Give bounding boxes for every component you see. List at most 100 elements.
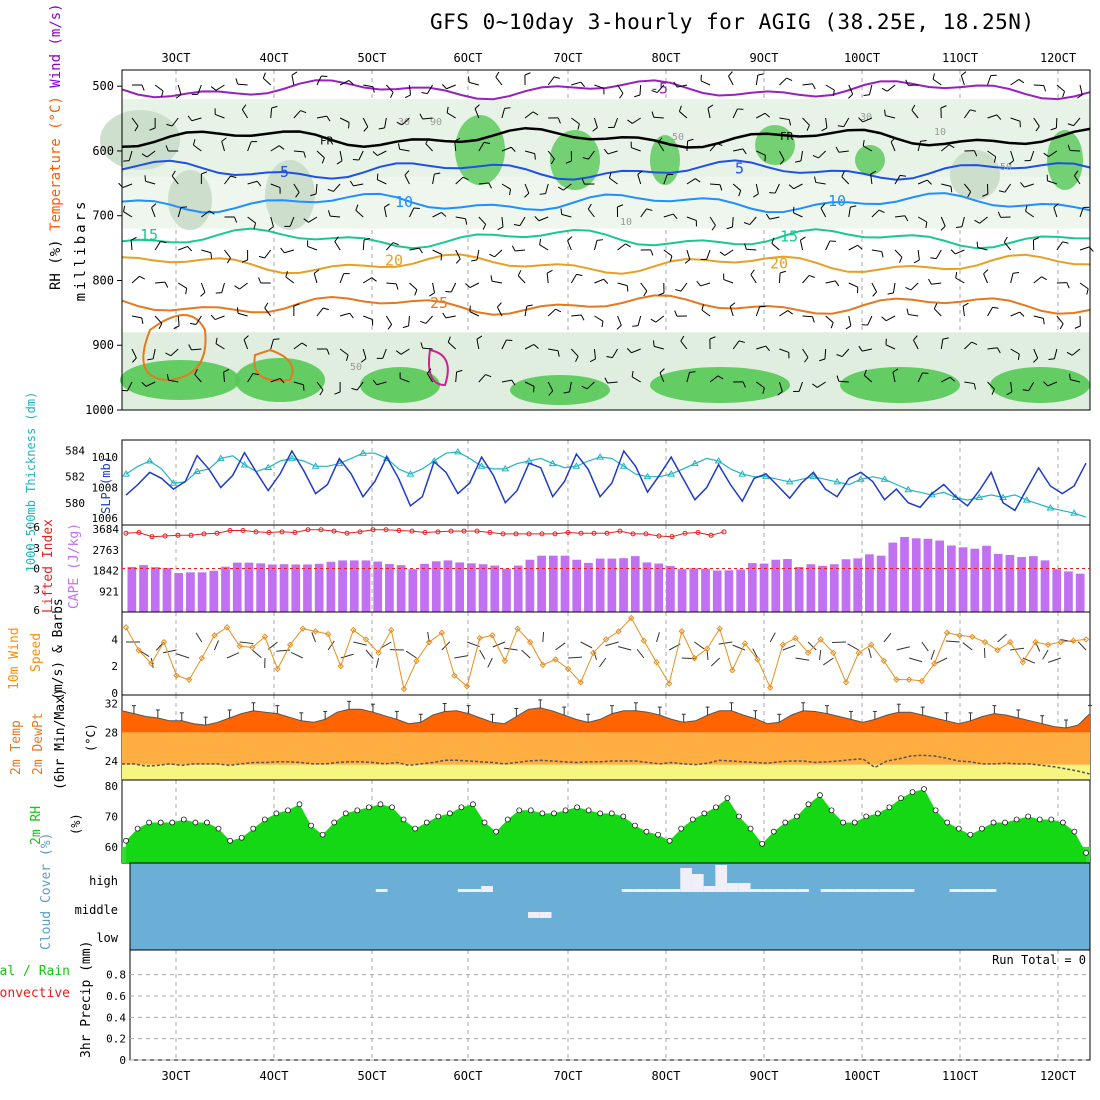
wind-barb: [147, 358, 154, 361]
wind-speed-point: [249, 644, 256, 651]
x-tick-label: 11OCT: [942, 1069, 978, 1083]
wind-barb: [634, 94, 641, 98]
wind-barb: [419, 113, 424, 120]
cape-bar: [338, 560, 347, 612]
wind-barb: [1056, 241, 1064, 251]
wind-barb: [539, 244, 549, 251]
high-cloud-bar: [691, 874, 704, 892]
wind-barb: [454, 655, 469, 659]
wind-barb: [594, 315, 604, 322]
wind-barb: [733, 148, 744, 152]
wind-speed-point: [185, 676, 193, 683]
rh-point: [909, 789, 916, 795]
wind-speed-point: [754, 656, 761, 663]
wind-barb: [778, 272, 781, 284]
wind-barb: [659, 368, 665, 374]
cape-bar: [783, 559, 792, 612]
wind-barb: [489, 253, 495, 258]
cape-bar: [267, 564, 277, 612]
wind-barb: [582, 157, 589, 160]
high-cloud-bar: [890, 889, 903, 892]
wind-barb: [311, 632, 316, 643]
rh-point: [204, 819, 210, 826]
li-point: [266, 530, 272, 536]
wind-barb: [258, 277, 262, 284]
cape-bar: [794, 566, 804, 612]
wind-barb: [1053, 348, 1058, 359]
x-tick-label: 9OCT: [750, 1069, 779, 1083]
wind-barb: [949, 376, 955, 382]
wind-barb: [933, 308, 942, 317]
y-tick-label: 900: [92, 338, 114, 352]
cape-bar: [537, 555, 546, 612]
thickness-ylabel: 1000-500mb Thickness (dm): [24, 392, 38, 573]
isotherm-label: 5: [735, 159, 744, 177]
wind-barb: [793, 183, 803, 190]
rh-point: [169, 819, 176, 826]
wind-barb: [469, 81, 479, 86]
wind-barb: [293, 183, 300, 193]
wind-speed-point: [981, 638, 989, 646]
wind-barb: [455, 176, 464, 185]
wind-speed-point: [1082, 636, 1090, 643]
wind-barb: [131, 275, 140, 284]
wind-speed-point: [223, 624, 231, 631]
cape-bar: [677, 569, 687, 612]
wind-barb: [270, 339, 274, 350]
wind-barb: [316, 150, 325, 159]
wind-barb: [617, 315, 622, 326]
wind-barb: [409, 282, 418, 291]
rh-point: [331, 819, 338, 826]
wind-barb: [569, 381, 572, 392]
wind-barb: [358, 150, 364, 161]
wind-barb: [925, 221, 928, 229]
wind-barb: [657, 142, 665, 152]
wind-barb: [293, 150, 304, 153]
wind-speed-point: [1019, 658, 1027, 666]
rh-point: [632, 822, 638, 829]
wind-speed-point: [577, 679, 584, 686]
wind-barb: [571, 117, 580, 125]
x-tick-label: 8OCT: [652, 1069, 681, 1083]
wind-barb: [123, 160, 130, 162]
wind-barb: [941, 376, 951, 383]
wind-barb: [756, 345, 767, 350]
li-point: [591, 530, 597, 536]
wind-barb: [684, 259, 691, 264]
wind-barb: [421, 92, 428, 95]
wind-speed-point: [817, 636, 824, 643]
thickness-point: [477, 462, 486, 469]
rh-point: [342, 810, 349, 817]
wind-speed-point: [564, 665, 572, 673]
wind-barb: [570, 274, 577, 284]
wind-barb: [372, 379, 378, 386]
wind-barb: [555, 642, 566, 651]
wind-barb: [131, 348, 137, 359]
wind-barb: [774, 183, 780, 194]
li-point: [565, 530, 571, 536]
wind-barb: [941, 183, 952, 187]
isotherm-loop: [253, 348, 294, 382]
wind-speed-point: [173, 672, 180, 679]
thickness-point: [738, 470, 747, 477]
wind-barb: [247, 216, 256, 224]
wind-speed-point: [716, 625, 723, 632]
wind-barb: [399, 148, 410, 152]
wind-barb: [524, 150, 535, 155]
cape-bar: [513, 565, 523, 612]
wind-barb: [892, 372, 896, 383]
wind-barb: [215, 84, 225, 91]
dewpt-line: [122, 754, 1091, 775]
wind-barb: [353, 641, 367, 646]
cape-bar: [759, 563, 769, 612]
wind-speed-point: [1044, 641, 1052, 648]
wind-barb: [883, 633, 892, 643]
wind-barb: [131, 357, 137, 363]
wind-barb: [501, 379, 512, 383]
wind-barb: [942, 337, 949, 340]
wind-barb: [987, 381, 995, 390]
wind-speed-point: [956, 632, 963, 639]
wind-barb: [355, 204, 359, 211]
wind-barb: [339, 117, 350, 123]
wind-speed-point: [122, 624, 130, 631]
